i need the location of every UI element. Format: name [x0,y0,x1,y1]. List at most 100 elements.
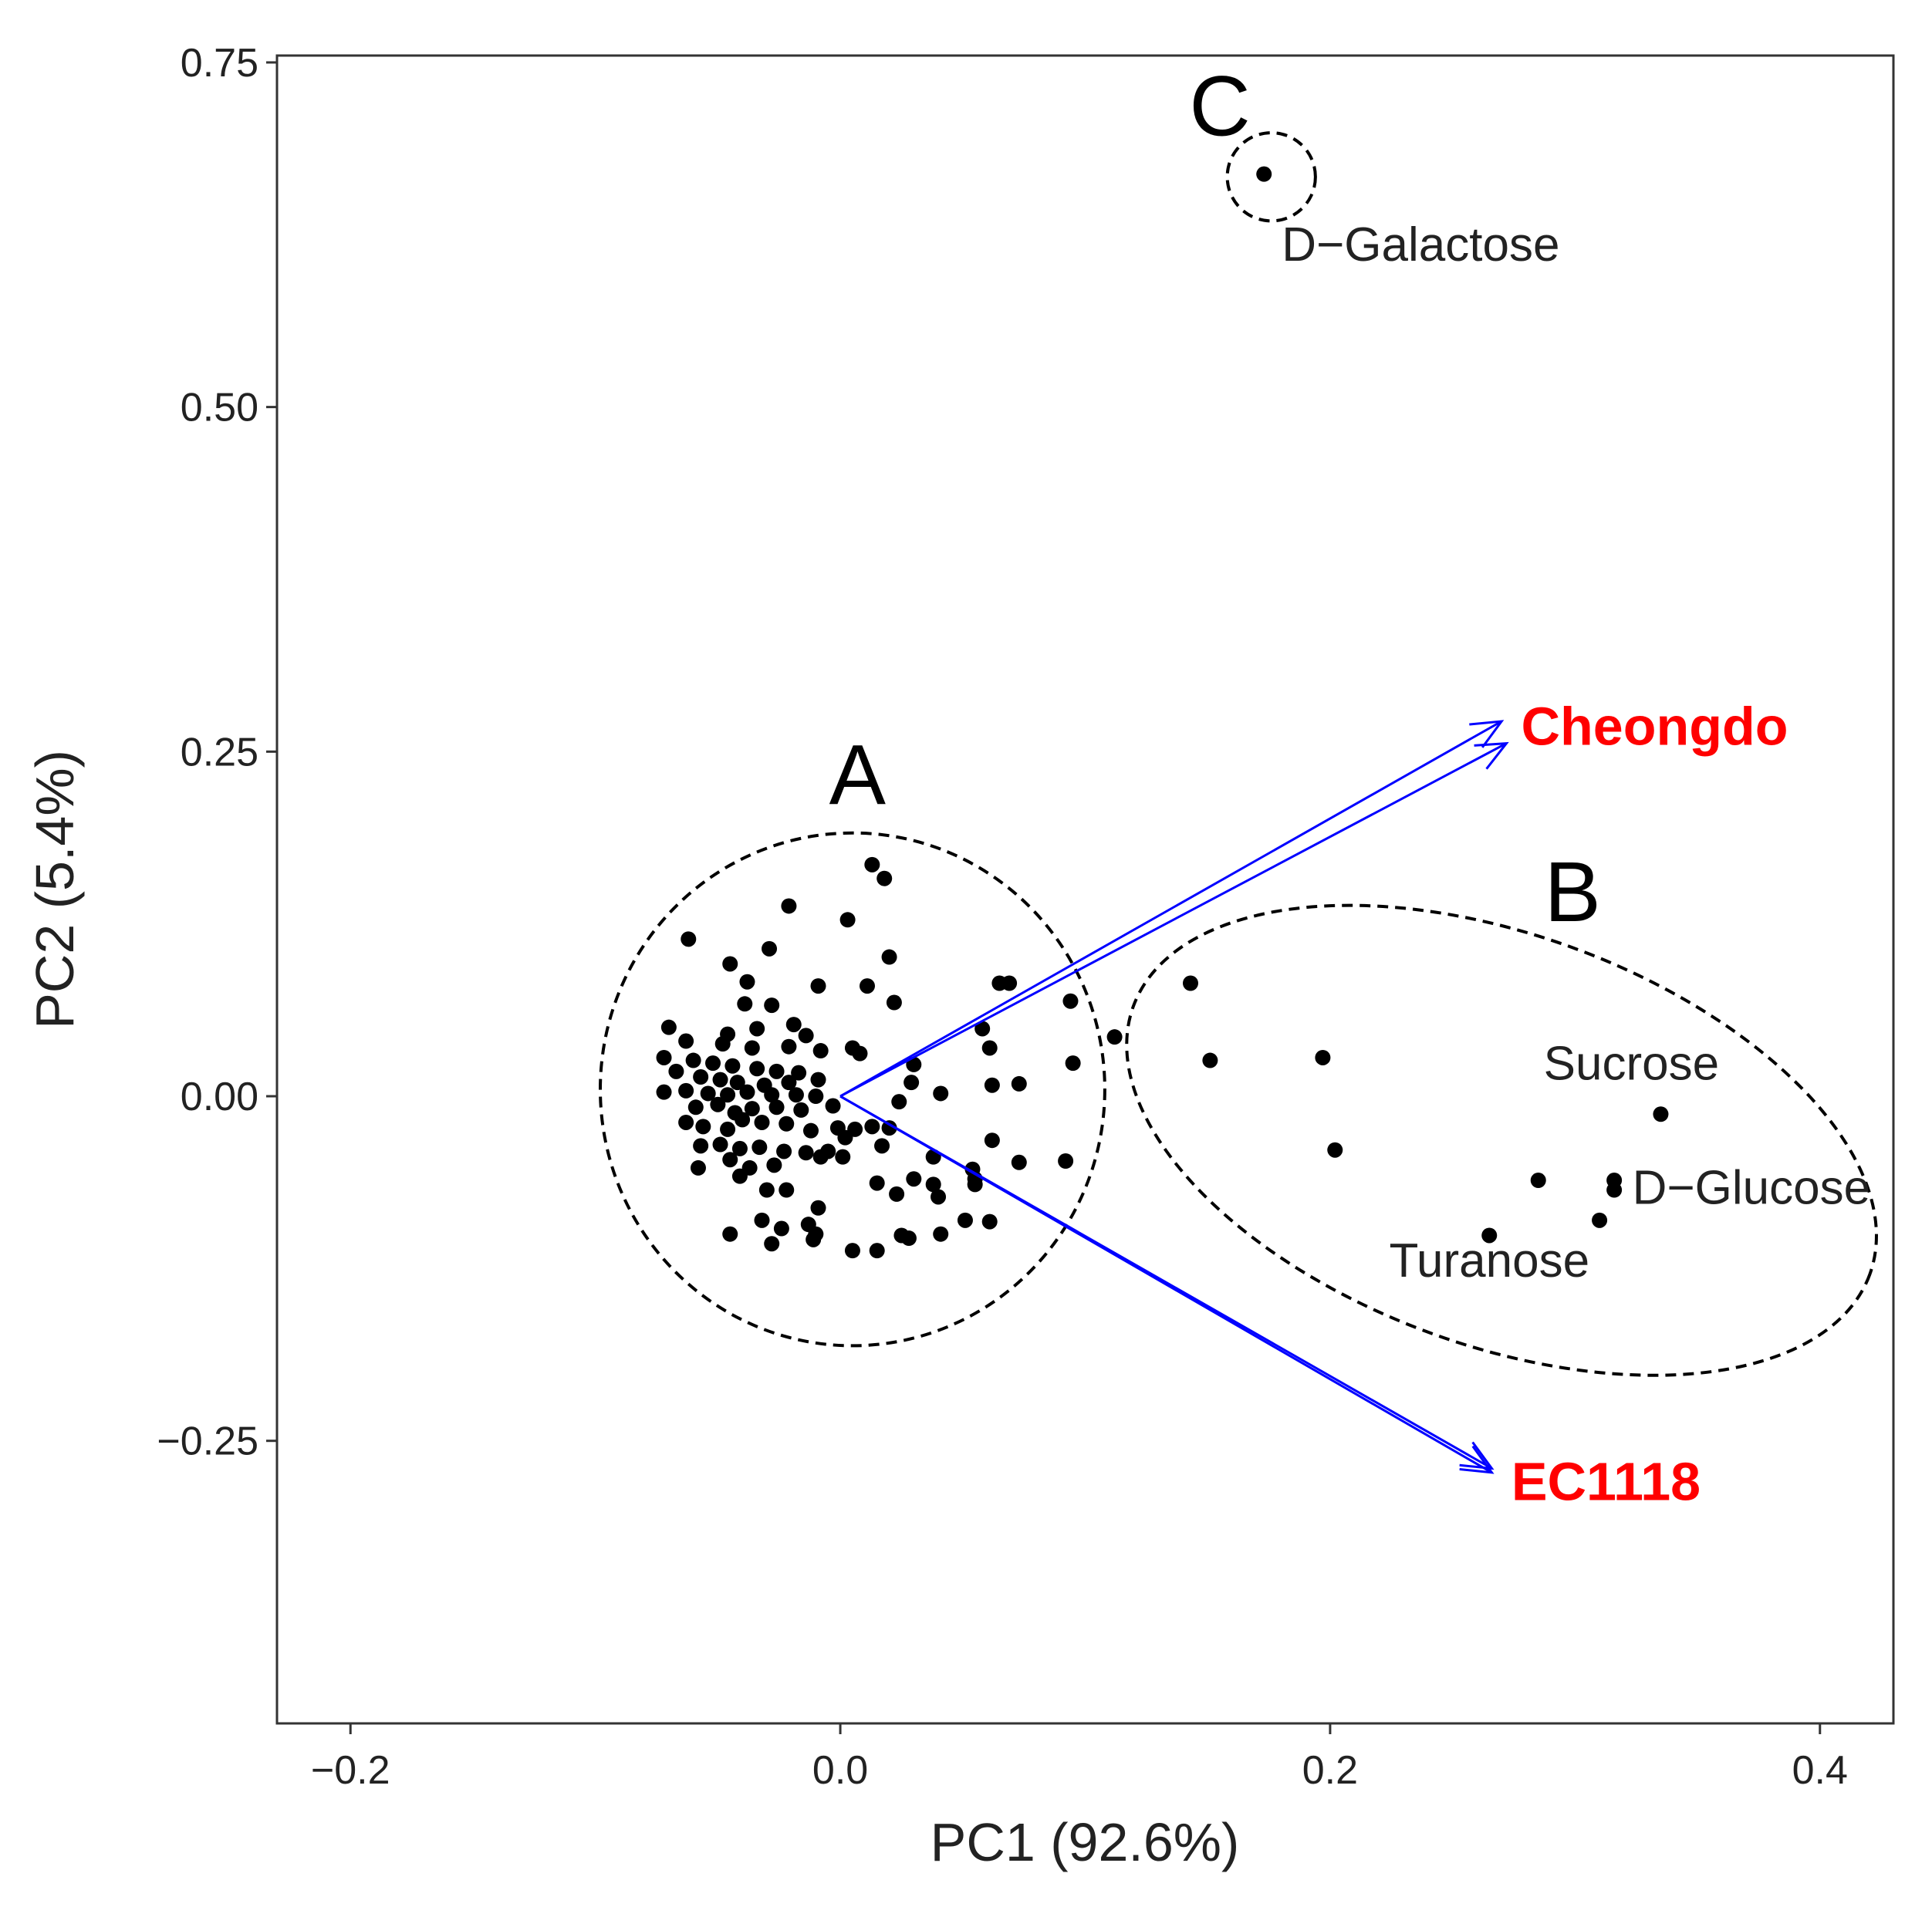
data-point [791,1065,807,1081]
data-point [904,1075,920,1091]
data-point [685,1052,701,1068]
data-point [886,994,902,1011]
data-point [981,1213,998,1230]
data-point [700,1085,716,1102]
data-point [1062,993,1079,1009]
data-point [798,1028,814,1044]
data-point [779,1116,795,1132]
data-point [781,898,797,914]
data-point [793,1102,809,1118]
loading-label-cheongdo: Cheongdo [1522,696,1788,756]
data-point [754,1212,770,1228]
data-point [678,1033,694,1049]
data-point [798,1145,814,1161]
x-tick-label: 0.2 [1302,1748,1358,1793]
x-tick-label: 0.0 [812,1748,868,1793]
loading-arrow-ec1118 [839,1095,1493,1474]
data-point [693,1069,709,1085]
data-point [844,1243,860,1259]
x-tick-label: 0.4 [1792,1748,1848,1793]
data-point [731,1140,748,1156]
data-point [788,1087,804,1103]
loading-arrow-cheongdo [839,742,1508,1098]
plot-frame [275,54,1895,1725]
data-point [764,997,780,1014]
data-point [722,1226,738,1242]
data-point [744,1040,760,1056]
cluster-label-b: B [1544,845,1600,940]
data-point [693,1138,709,1154]
data-point [869,1243,885,1259]
data-point [678,1114,694,1130]
data-point [695,1119,711,1135]
data-point [720,1121,736,1137]
data-point [810,1200,826,1216]
data-point [802,1122,819,1139]
x-axis-title: PC1 (92.6%) [931,1812,1240,1872]
cluster-ellipse-a [599,831,1106,1348]
data-point [737,996,753,1012]
data-point [744,1101,760,1117]
point-label: Sucrose [1544,1038,1719,1091]
data-point [1256,166,1272,182]
data-point [712,1072,728,1088]
data-point [844,1040,860,1056]
loading-arrowhead-ec1118 [1459,1445,1495,1474]
data-point [781,1075,797,1091]
data-point [731,1168,748,1184]
data-point [933,1226,949,1242]
loading-arrowhead-cheongdo [1469,720,1505,748]
point-label: D−Glucose [1633,1161,1870,1214]
x-tick-label: −0.2 [311,1748,390,1793]
data-point [712,1136,728,1153]
data-point [1653,1106,1669,1122]
data-point [1592,1212,1608,1228]
data-point [773,1220,789,1237]
data-point [762,940,778,957]
data-point [1530,1173,1546,1189]
data-point [687,1099,704,1116]
data-point [1481,1227,1498,1244]
y-tick-label: 0.00 [181,1075,258,1119]
axes: −0.2 0.0 0.2 0.4 0.75 0.50 0.25 0.00 −0.25 [157,41,1847,1793]
loading-arrowhead-cheongdo [1474,741,1509,770]
cluster-label-c: C [1189,59,1250,154]
data-point [810,978,826,994]
data-point [720,1087,736,1103]
data-point [835,1149,851,1165]
data-point [881,949,897,965]
data-point [668,1063,684,1079]
data-point [981,1040,998,1056]
data-point [656,1049,672,1065]
data-point [806,1231,822,1247]
data-point [869,1175,885,1191]
y-axis-title: PC2 (5.4%) [25,750,85,1029]
data-point [768,1063,785,1079]
point-label: D−Galactose [1282,218,1559,272]
data-point [1182,975,1198,991]
data-point [781,1038,797,1055]
data-point [891,1094,907,1110]
data-point [710,1096,726,1112]
loading-label-ec1118: EC1118 [1511,1452,1701,1512]
loading-arrowhead-ec1118 [1459,1441,1495,1470]
data-point [874,1138,890,1154]
data-point [1202,1052,1218,1068]
data-point [705,1055,721,1072]
loading-arrows [839,720,1509,1474]
data-point [974,1021,991,1037]
data-point [967,1176,983,1193]
data-point [754,1114,770,1130]
cluster-ellipses [599,131,1878,1377]
data-point [906,1171,922,1187]
data-point [660,1019,677,1035]
data-point [749,1061,765,1077]
data-point [1315,1049,1331,1065]
data-point [1011,1154,1027,1170]
data-point [758,1182,775,1198]
data-point [933,1085,949,1102]
data-point [735,1112,751,1128]
data-point [810,1072,826,1088]
data-point [1065,1055,1081,1072]
